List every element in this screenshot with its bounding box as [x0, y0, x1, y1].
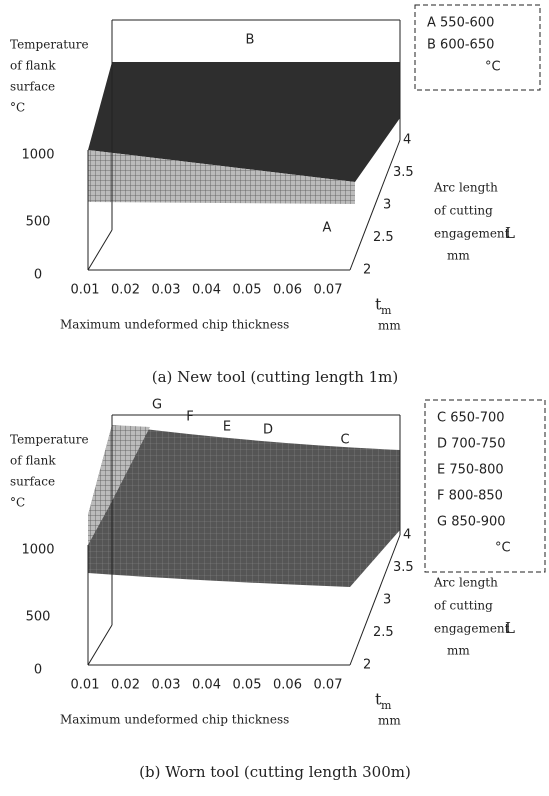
surface-label: G	[152, 398, 162, 413]
z-axis-label: surface	[10, 80, 55, 94]
x-tick-label: 0.01	[71, 678, 100, 693]
y-axis-label: Arc length	[433, 576, 498, 590]
x-tick-label: 0.04	[192, 678, 221, 693]
x-tick-label: 0.03	[152, 678, 181, 693]
legend-entry: A 550-600	[427, 16, 494, 31]
x-tick-label: 0.06	[273, 283, 302, 298]
z-axis-label: of flank	[10, 59, 56, 73]
y-axis-label: engagement	[434, 622, 510, 636]
legend-entry: G 850-900	[437, 515, 506, 530]
x-subscript: m	[381, 304, 392, 317]
x-tick-label: 0.07	[314, 678, 343, 693]
surface	[88, 425, 150, 545]
axis-frame	[349, 534, 401, 666]
x-tick-label: 0.05	[233, 283, 262, 298]
z-tick-label: 500	[26, 610, 51, 625]
caption: (b) Worn tool (cutting length 300m)	[139, 763, 411, 781]
y-tick-label: 2.5	[373, 625, 394, 640]
x-tick-label: 0.06	[273, 678, 302, 693]
y-axis-label: of cutting	[434, 204, 493, 218]
y-symbol: L	[505, 224, 515, 242]
x-axis-label: Maximum undeformed chip thickness	[60, 713, 289, 727]
surface	[88, 425, 400, 587]
z-axis-label: °C	[10, 496, 25, 510]
z-tick-label: 0	[34, 268, 42, 283]
y-unit: mm	[447, 249, 470, 263]
x-tick-label: 0.02	[111, 283, 140, 298]
z-axis-label: surface	[10, 475, 55, 489]
x-unit: mm	[378, 714, 401, 728]
caption: (a) New tool (cutting length 1m)	[152, 368, 399, 386]
legend-entry: B 600-650	[427, 38, 494, 53]
x-tick-label: 0.04	[192, 283, 221, 298]
z-tick-label: 0	[34, 663, 42, 678]
y-unit: mm	[447, 644, 470, 658]
z-axis-label: Temperature	[10, 433, 89, 447]
y-tick-label: 3	[383, 198, 391, 213]
panel: Temperature of flank surface °C 1000 500 0 0.01…	[10, 398, 546, 781]
legend-entry: D 700-750	[437, 437, 505, 452]
legend-box	[424, 399, 546, 573]
axis-frame	[349, 139, 401, 271]
y-tick-label: 4	[403, 528, 411, 543]
surface-label: F	[186, 410, 193, 425]
legend-box	[414, 4, 541, 91]
legend-entry: °C	[495, 541, 511, 556]
y-tick-label: 3	[383, 593, 391, 608]
legend-entry: E 750-800	[437, 463, 504, 478]
y-tick-label: 4	[403, 133, 411, 148]
panel: Temperature of flank surface °C 1000 500 0 0.01…	[10, 4, 541, 386]
y-axis-label: of cutting	[434, 599, 493, 613]
legend-entry: °C	[485, 60, 501, 75]
axis-frame	[87, 229, 113, 271]
surface-label: B	[246, 33, 255, 48]
x-tick-label: 0.03	[152, 283, 181, 298]
z-tick-label: 1000	[21, 148, 54, 163]
x-symbol: t	[375, 295, 382, 314]
x-tick-label: 0.02	[111, 678, 140, 693]
z-tick-label: 500	[26, 215, 51, 230]
surface-label: D	[263, 423, 273, 438]
x-unit: mm	[378, 319, 401, 333]
y-axis-label: Arc length	[433, 181, 498, 195]
x-subscript: m	[381, 699, 392, 712]
y-tick-label: 2.5	[373, 230, 394, 245]
z-tick-label: 1000	[21, 543, 54, 558]
z-axis-label: Temperature	[10, 38, 89, 52]
surface	[88, 150, 355, 204]
axis-frame	[87, 624, 113, 666]
y-tick-label: 2	[363, 658, 371, 673]
legend-entry: C 650-700	[437, 411, 505, 426]
y-tick-label: 2	[363, 263, 371, 278]
z-axis-label: °C	[10, 101, 25, 115]
legend-entry: F 800-850	[437, 489, 503, 504]
y-axis-label: engagement	[434, 227, 510, 241]
x-tick-label: 0.01	[71, 283, 100, 298]
y-tick-label: 3.5	[393, 165, 414, 180]
y-symbol: L	[505, 619, 515, 637]
x-symbol: t	[375, 690, 382, 709]
surface-label: E	[223, 420, 231, 435]
surface-label: A	[323, 221, 332, 236]
x-axis-label: Maximum undeformed chip thickness	[60, 318, 289, 332]
y-tick-label: 3.5	[393, 560, 414, 575]
surface	[88, 62, 400, 182]
x-tick-label: 0.07	[314, 283, 343, 298]
z-axis-label: of flank	[10, 454, 56, 468]
x-tick-label: 0.05	[233, 678, 262, 693]
surface-label: C	[340, 433, 349, 448]
